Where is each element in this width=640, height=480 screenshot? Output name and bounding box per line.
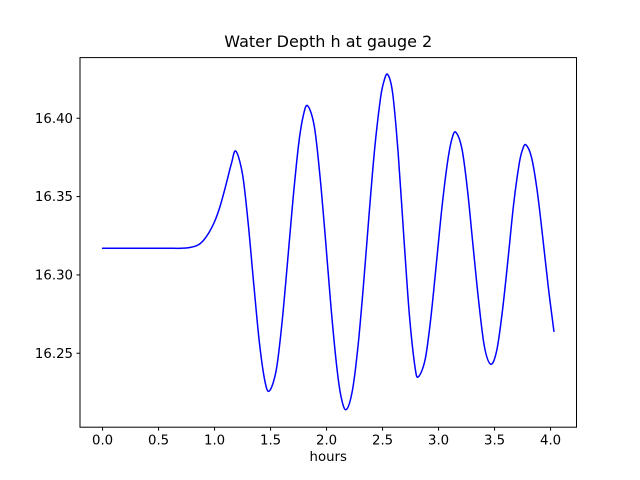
chart-title: Water Depth h at gauge 2 [224, 32, 432, 51]
x-tick-label: 3.0 [428, 433, 449, 448]
x-tick-label: 1.5 [260, 433, 281, 448]
x-tick-label: 2.0 [316, 433, 337, 448]
x-tick-label: 0.5 [148, 433, 169, 448]
x-axis-label: hours [310, 450, 347, 465]
x-tick-label: 3.5 [484, 433, 505, 448]
x-tick-label: 1.0 [204, 433, 225, 448]
y-tick-label: 16.35 [35, 190, 73, 205]
y-tick-label: 16.25 [35, 347, 73, 362]
axes-layer: 0.0 0.5 1.0 1.5 2.0 2.5 3.0 3.5 4.0 16.25 16.30 16.… [35, 57, 577, 448]
x-tick-label: 2.5 [372, 433, 393, 448]
y-tick-label: 16.40 [35, 112, 73, 127]
x-tick-label: 0.0 [92, 433, 113, 448]
water-depth-line [101, 73, 555, 411]
axes-frame [79, 57, 577, 428]
y-tick-label: 16.30 [35, 269, 73, 284]
x-tick-label: 4.0 [540, 433, 561, 448]
